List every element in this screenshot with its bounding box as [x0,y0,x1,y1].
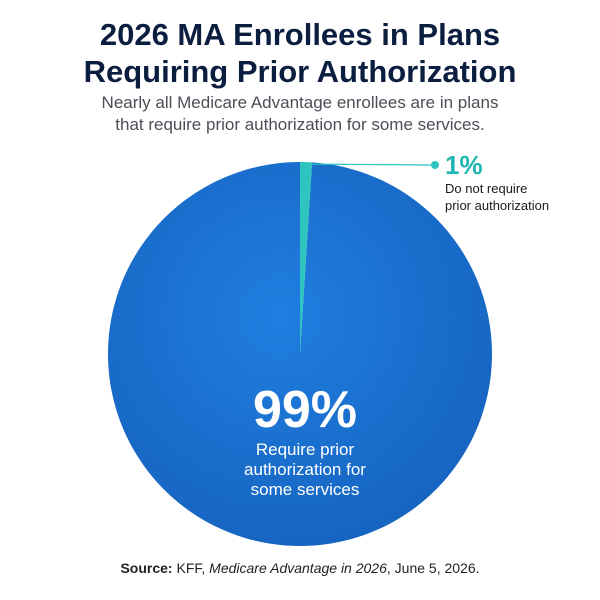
source-note: Source: KFF, Medicare Advantage in 2026,… [0,560,600,576]
chart-subtitle: Nearly all Medicare Advantage enrollees … [0,92,600,136]
slice-leader-dot [431,161,439,169]
slice-desc-do-not-require-line-1: Do not require [445,181,528,196]
pie-slice-do-not-require-prior-authorization [300,162,313,354]
source-publisher: KFF, [176,560,206,576]
slice-desc-require-line-1: Require prior [255,440,355,459]
slice-desc-do-not-require-line-2: prior authorization [445,198,550,213]
chart-subtitle-line-2: that require prior authorization for som… [115,115,485,134]
slice-desc-require-line-3: some services [250,480,360,499]
slice-leader-line [306,163,436,166]
source-publication: Medicare Advantage in 2026 [209,560,387,576]
source-label: Source: [120,560,173,576]
slice-value-do-not-require: 1% [445,150,483,180]
slice-label-do-not-require: 1% Do not require prior authorization [445,150,595,214]
slice-value-require: 99% [252,381,358,439]
chart-subtitle-line-1: Nearly all Medicare Advantage enrollees … [101,93,499,112]
chart-title: 2026 MA Enrollees in Plans Requiring Pri… [0,16,600,90]
chart-title-line-2: Requiring Prior Authorization [83,54,517,89]
chart-title-line-1: 2026 MA Enrollees in Plans [99,17,501,52]
slice-desc-do-not-require: Do not require prior authorization [445,180,595,214]
pie-slice-require-prior-authorization [107,161,492,546]
slice-desc-require: Require prior authorization for some ser… [150,440,460,500]
slice-label-require: 99% Require prior authorization for some… [150,382,460,500]
source-date: , June 5, 2026. [386,560,480,576]
slice-desc-require-line-2: authorization for [244,460,366,479]
